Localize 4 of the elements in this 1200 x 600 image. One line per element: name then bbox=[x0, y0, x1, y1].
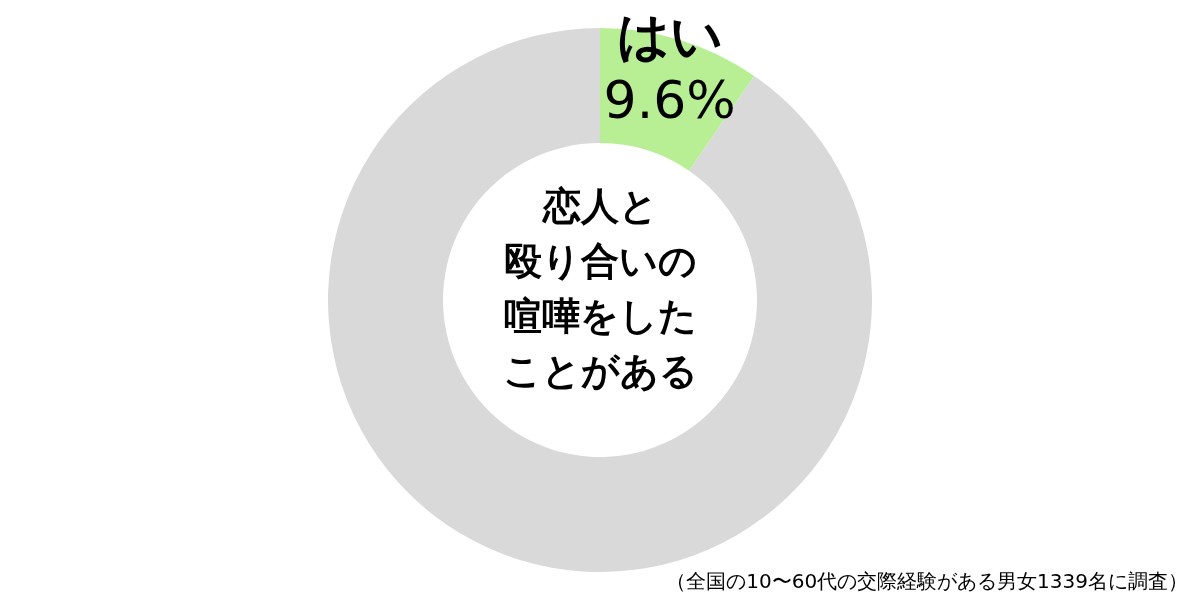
data-label: 9.6% bbox=[603, 70, 736, 131]
text: 恋人と殴り合いの喧嘩をしたことがある bbox=[502, 183, 698, 393]
slice-label: はい bbox=[616, 6, 723, 67]
text: （全国の10〜60代の交際経験がある男女1339名に調査） bbox=[666, 569, 1188, 593]
